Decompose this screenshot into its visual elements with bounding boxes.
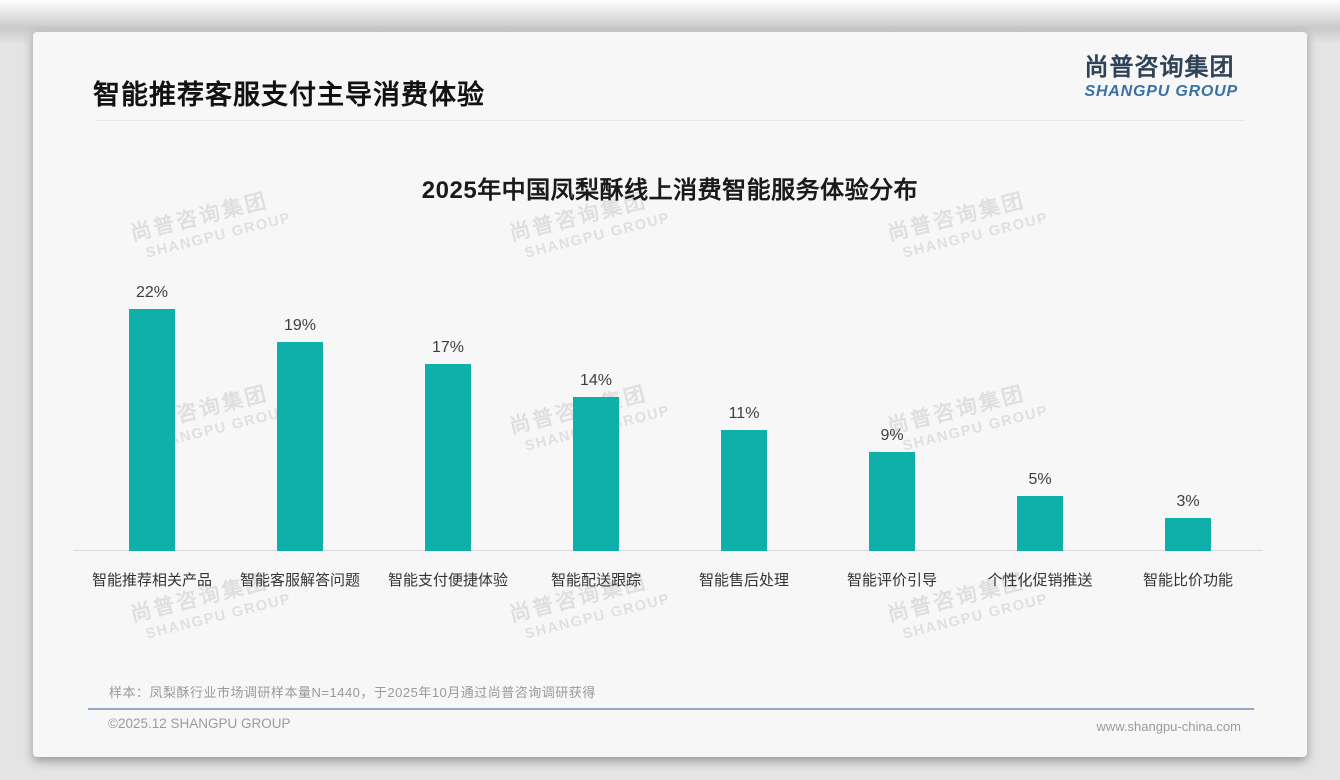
bar-value-label: 22% xyxy=(135,284,169,301)
bar-value-label: 11% xyxy=(728,405,760,422)
bar-value-label: 9% xyxy=(880,427,904,444)
page-title: 智能推荐客服支付主导消费体验 xyxy=(93,80,485,110)
website-text: www.shangpu-china.com xyxy=(1096,719,1241,734)
bar xyxy=(721,430,767,551)
copyright-text: ©2025.12 SHANGPU GROUP xyxy=(108,716,291,731)
bar-value-label: 19% xyxy=(283,317,317,334)
logo-cn-text: 尚普咨询集团 xyxy=(1084,54,1235,81)
bar-value-label: 14% xyxy=(579,372,613,389)
company-logo: 尚普咨询集团 SHANGPU GROUP xyxy=(1084,54,1238,100)
bar-category-label: 智能推荐相关产品 xyxy=(91,572,212,589)
bar-category-label: 智能比价功能 xyxy=(1142,572,1233,589)
bar xyxy=(1017,496,1063,551)
chart-plot-area: 22% 智能推荐相关产品 19% 智能客服解答问题 17% 智能支付便捷体验 14% 智能配送… xyxy=(33,32,1307,757)
footer-divider xyxy=(88,708,1254,710)
bar-value-label: 17% xyxy=(431,339,465,356)
slide-card: 尚普咨询集团 SHANGPU GROUP 尚普咨询集团 SHANGPU GROUP 尚普… xyxy=(33,32,1307,757)
bar xyxy=(869,452,915,551)
sample-note: 样本：凤梨酥行业市场调研样本量N=1440，于2025年10月通过尚普咨询调研获… xyxy=(109,685,596,700)
bar xyxy=(1165,518,1211,551)
bar-value-label: 5% xyxy=(1028,471,1052,488)
bar-category-label: 智能客服解答问题 xyxy=(239,572,360,589)
bar-category-label: 个性化促销推送 xyxy=(987,572,1093,589)
bar xyxy=(573,397,619,551)
bar xyxy=(277,342,323,551)
chart-title: 2025年中国凤梨酥线上消费智能服务体验分布 xyxy=(421,177,919,204)
bar-category-label: 智能售后处理 xyxy=(698,572,789,589)
bar-category-label: 智能配送跟踪 xyxy=(550,572,641,589)
bar xyxy=(129,309,175,551)
title-divider xyxy=(95,120,1245,121)
bar-value-label: 3% xyxy=(1176,493,1200,510)
x-axis-line xyxy=(73,550,1263,551)
bar-category-label: 智能评价引导 xyxy=(846,572,937,589)
bar xyxy=(425,364,471,551)
logo-en-text: SHANGPU GROUP xyxy=(1084,82,1238,100)
bar-category-label: 智能支付便捷体验 xyxy=(387,572,508,589)
